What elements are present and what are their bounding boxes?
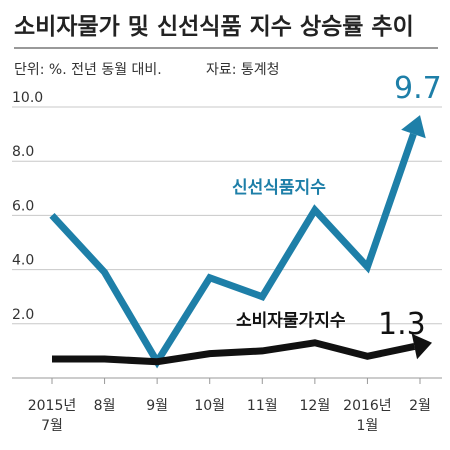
fresh-end-value: 9.7 [394, 71, 442, 106]
x-axis: 2015년 7월 8월 9월 10월 11월 12월 2016년 1월 2월 [28, 378, 431, 434]
y-axis: 2.0 4.0 6.0 8.0 10.0 [12, 90, 43, 323]
fresh-series-label: 신선식품지수 [232, 178, 326, 198]
cpi-end-value: 1.3 [378, 307, 426, 342]
cpi-series-label: 소비자물가지수 [236, 311, 346, 331]
x-tick-label: 2015년 [28, 398, 77, 414]
y-tick-label: 6.0 [12, 198, 34, 214]
x-tick-label: 2016년 [343, 398, 392, 414]
y-tick-label: 2.0 [12, 307, 34, 323]
fresh-arrowhead [401, 115, 426, 139]
y-tick-label: 10.0 [12, 90, 43, 106]
x-tick-label: 1월 [357, 418, 379, 434]
source-note: 자료: 통계청 [206, 62, 280, 78]
x-tick-label: 11월 [247, 398, 278, 414]
x-tick-label: 12월 [300, 398, 331, 414]
unit-note: 단위: %. 전년 동월 대비. [14, 62, 162, 78]
grid [12, 106, 442, 379]
fresh-series-line [49, 132, 417, 369]
x-tick-label: 7월 [41, 418, 63, 434]
cpi-arrowhead [411, 333, 432, 360]
y-tick-label: 8.0 [12, 144, 34, 160]
y-tick-label: 4.0 [12, 253, 34, 269]
x-tick-label: 10월 [194, 398, 225, 414]
x-tick-label: 2월 [409, 398, 431, 414]
chart-title: 소비자물가 및 신선식품 지수 상승률 추이 [14, 14, 414, 40]
cpi-series-line [52, 339, 416, 366]
x-tick-label: 8월 [94, 398, 116, 414]
x-tick-label: 9월 [146, 398, 168, 414]
series [49, 115, 432, 369]
